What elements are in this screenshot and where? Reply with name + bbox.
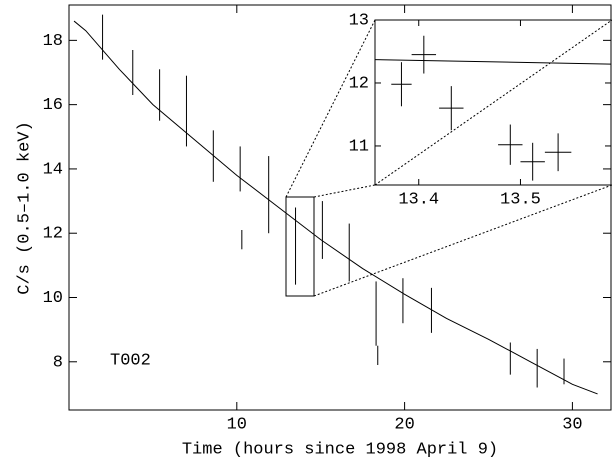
x-tick-label: 10: [227, 415, 247, 434]
x-tick-label: 13.4: [398, 190, 439, 209]
zoom-box: [285, 196, 315, 297]
y-tick-label: 16: [43, 96, 63, 115]
zoom-line: [285, 19, 376, 198]
x-axis-label: Time (hours since 1998 April 9): [182, 440, 498, 459]
model-line: [73, 20, 598, 395]
y-tick-label: 18: [43, 32, 63, 51]
model-line: [374, 59, 612, 65]
zoom-line: [374, 19, 612, 186]
y-tick-label: 12: [43, 225, 63, 244]
y-tick-label: 8: [53, 353, 63, 372]
zoom-line: [313, 184, 612, 297]
x-tick-label: 13.5: [500, 190, 541, 209]
y-tick-label: 13: [349, 11, 369, 30]
y-tick-label: 10: [43, 289, 63, 308]
y-axis-label: C/s (0.5–1.0 keV): [15, 121, 34, 294]
y-tick-label: 11: [349, 137, 369, 156]
plot-frame: [374, 19, 612, 186]
y-tick-label: 14: [43, 160, 63, 179]
plot-frame: [68, 4, 612, 411]
y-tick-label: 12: [349, 74, 369, 93]
x-tick-label: 20: [394, 415, 414, 434]
zoom-line: [313, 184, 376, 198]
x-tick-label: 30: [562, 415, 582, 434]
annotation: T002: [110, 351, 151, 370]
